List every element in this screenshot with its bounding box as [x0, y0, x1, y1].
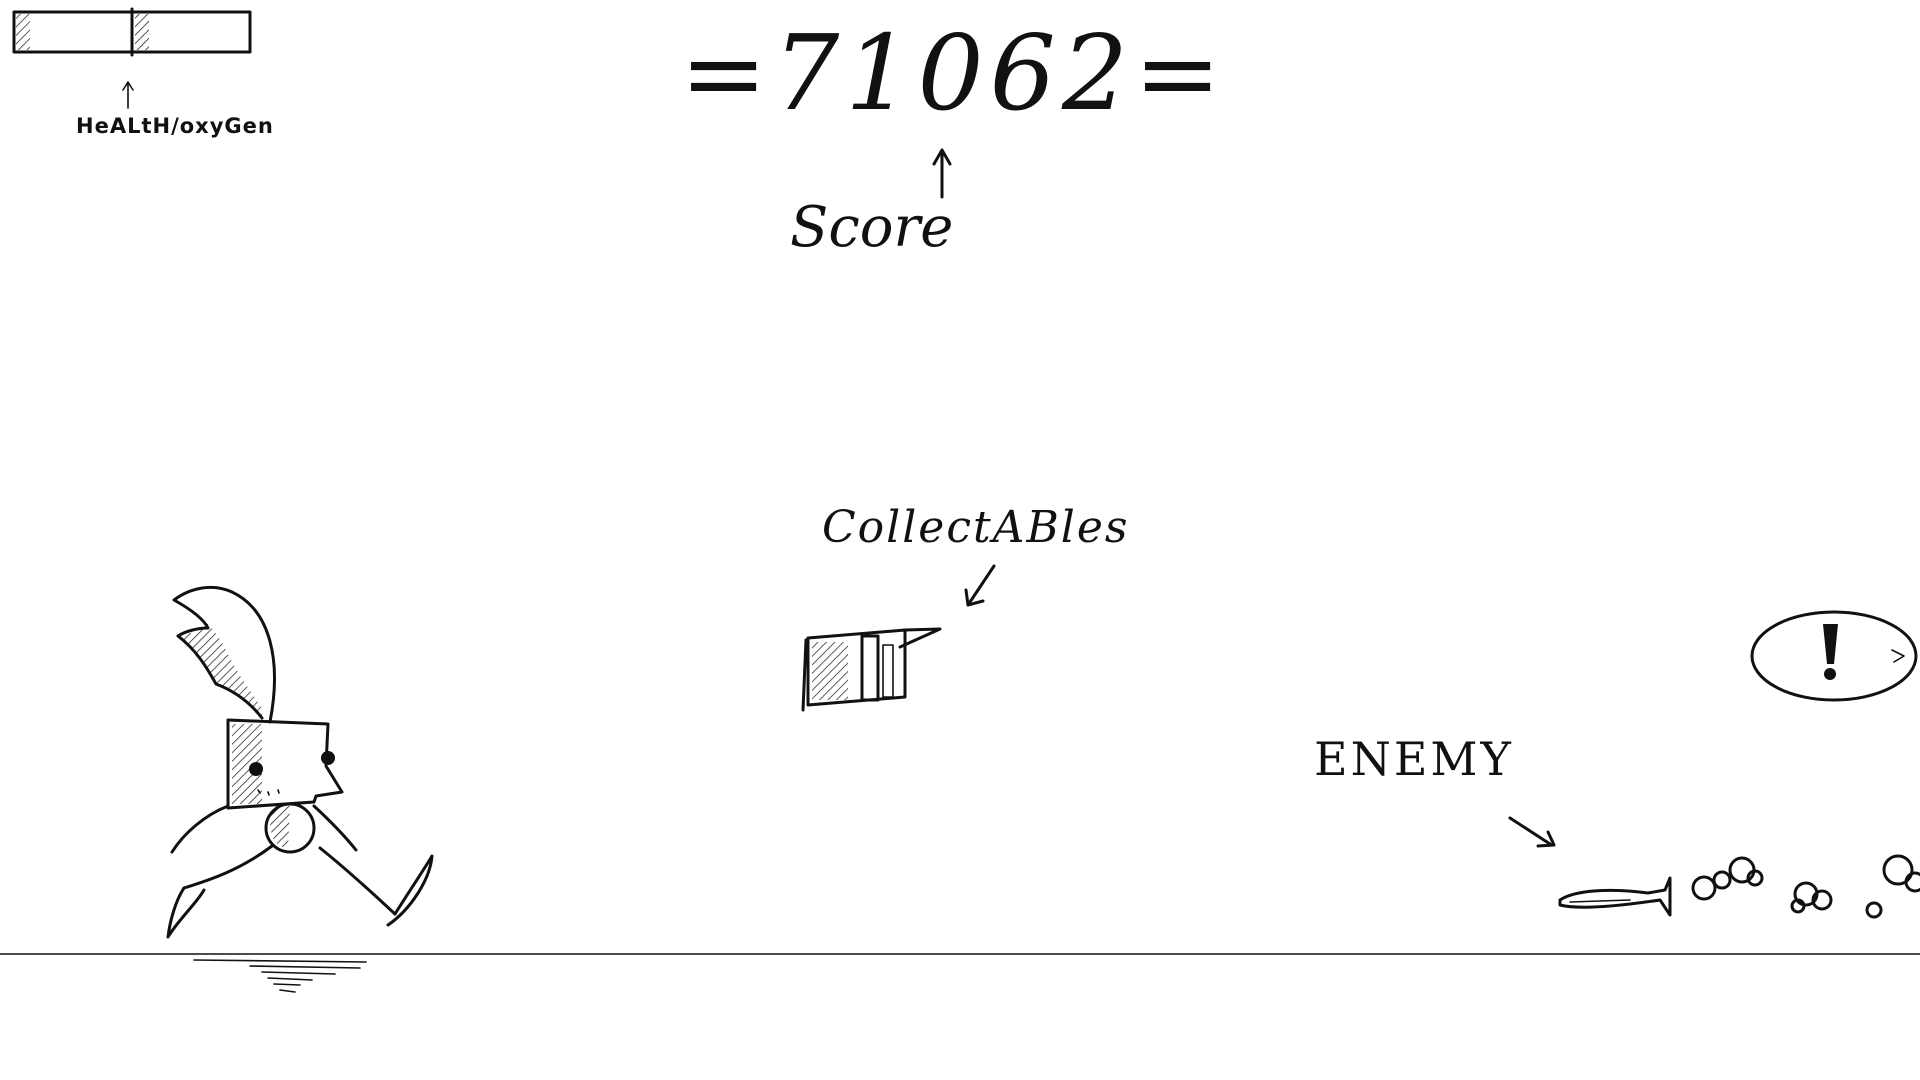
enemy-arrow	[1508, 816, 1556, 848]
collectables-arrow	[964, 564, 996, 607]
score-arrow	[932, 148, 952, 199]
collectables-label: CollectABles	[822, 502, 1130, 553]
score-value: =71062=	[680, 12, 1228, 134]
health-oxygen-label: HeALtH/oxyGen	[76, 114, 274, 138]
alert-bubble	[1750, 610, 1918, 702]
enemy-rocket	[1558, 854, 1920, 919]
collectable-item	[801, 627, 942, 712]
enemy-label: ENEMY	[1314, 732, 1514, 786]
hud-arrow	[122, 81, 134, 109]
exclamation-icon	[1823, 624, 1838, 680]
health-oxygen-bar	[12, 7, 252, 57]
score-label: Score	[790, 195, 954, 260]
player-character	[166, 585, 434, 993]
